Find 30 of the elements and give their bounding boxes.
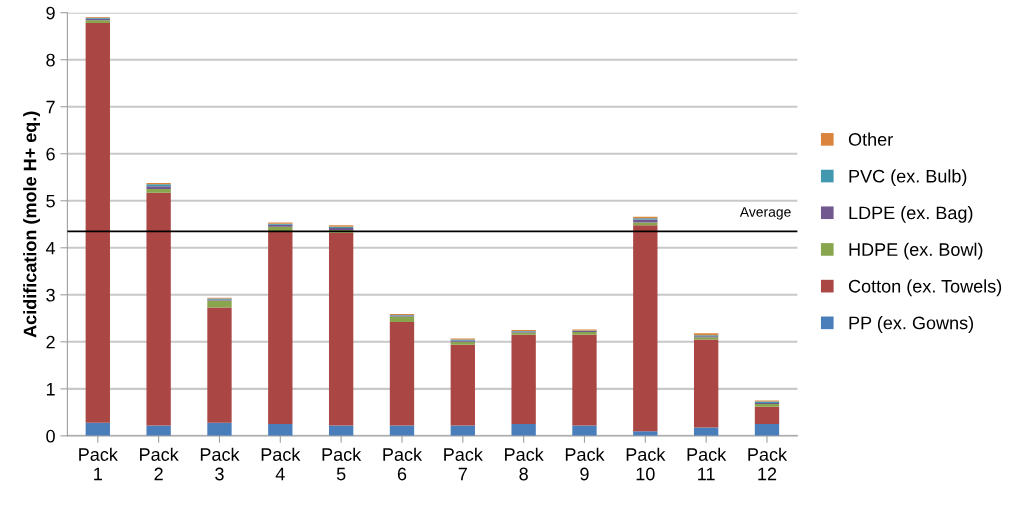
- x-tick-label: Pack 11: [687, 447, 727, 481]
- legend-label: PP (ex. Gowns): [849, 316, 974, 333]
- x-tick-label: Pack 4: [261, 447, 301, 481]
- legend-label: HDPE (ex. Bowl): [849, 242, 983, 260]
- x-tick-label: Pack 1: [79, 447, 118, 481]
- x-tick-label: Pack 6: [383, 447, 423, 481]
- y-tick-label: 8: [46, 53, 55, 67]
- x-tick-label: Pack 7: [444, 447, 483, 481]
- x-tick-label: Pack 8: [505, 447, 544, 481]
- y-tick-label: 0: [46, 429, 55, 443]
- legend-label: Cotton (ex. Towels): [848, 279, 1002, 297]
- legend-label: LDPE (ex. Bag): [849, 205, 973, 223]
- y-tick-label: 2: [46, 335, 55, 349]
- y-tick-label: 7: [46, 100, 55, 114]
- legend-label: PVC (ex. Bulb): [849, 169, 967, 187]
- y-tick-label: 3: [46, 288, 55, 302]
- y-tick-label: 1: [46, 382, 55, 396]
- ref-line-label: Average: [739, 207, 791, 220]
- x-tick-label: Pack 3: [200, 447, 240, 481]
- y-tick-label: 9: [46, 6, 55, 20]
- y-axis-title: Acidification (mole H+ eq.): [23, 111, 40, 338]
- x-tick-label: Pack 9: [565, 447, 605, 481]
- legend-label: Other: [848, 132, 893, 146]
- x-tick-label: Pack 5: [322, 447, 362, 481]
- y-tick-label: 5: [46, 194, 55, 208]
- x-tick-label: Pack 2: [140, 447, 179, 481]
- x-tick-label: Pack 12: [748, 447, 788, 481]
- y-tick-label: 4: [45, 241, 56, 255]
- y-tick-label: 6: [46, 147, 55, 161]
- x-tick-label: Pack 10: [626, 447, 666, 481]
